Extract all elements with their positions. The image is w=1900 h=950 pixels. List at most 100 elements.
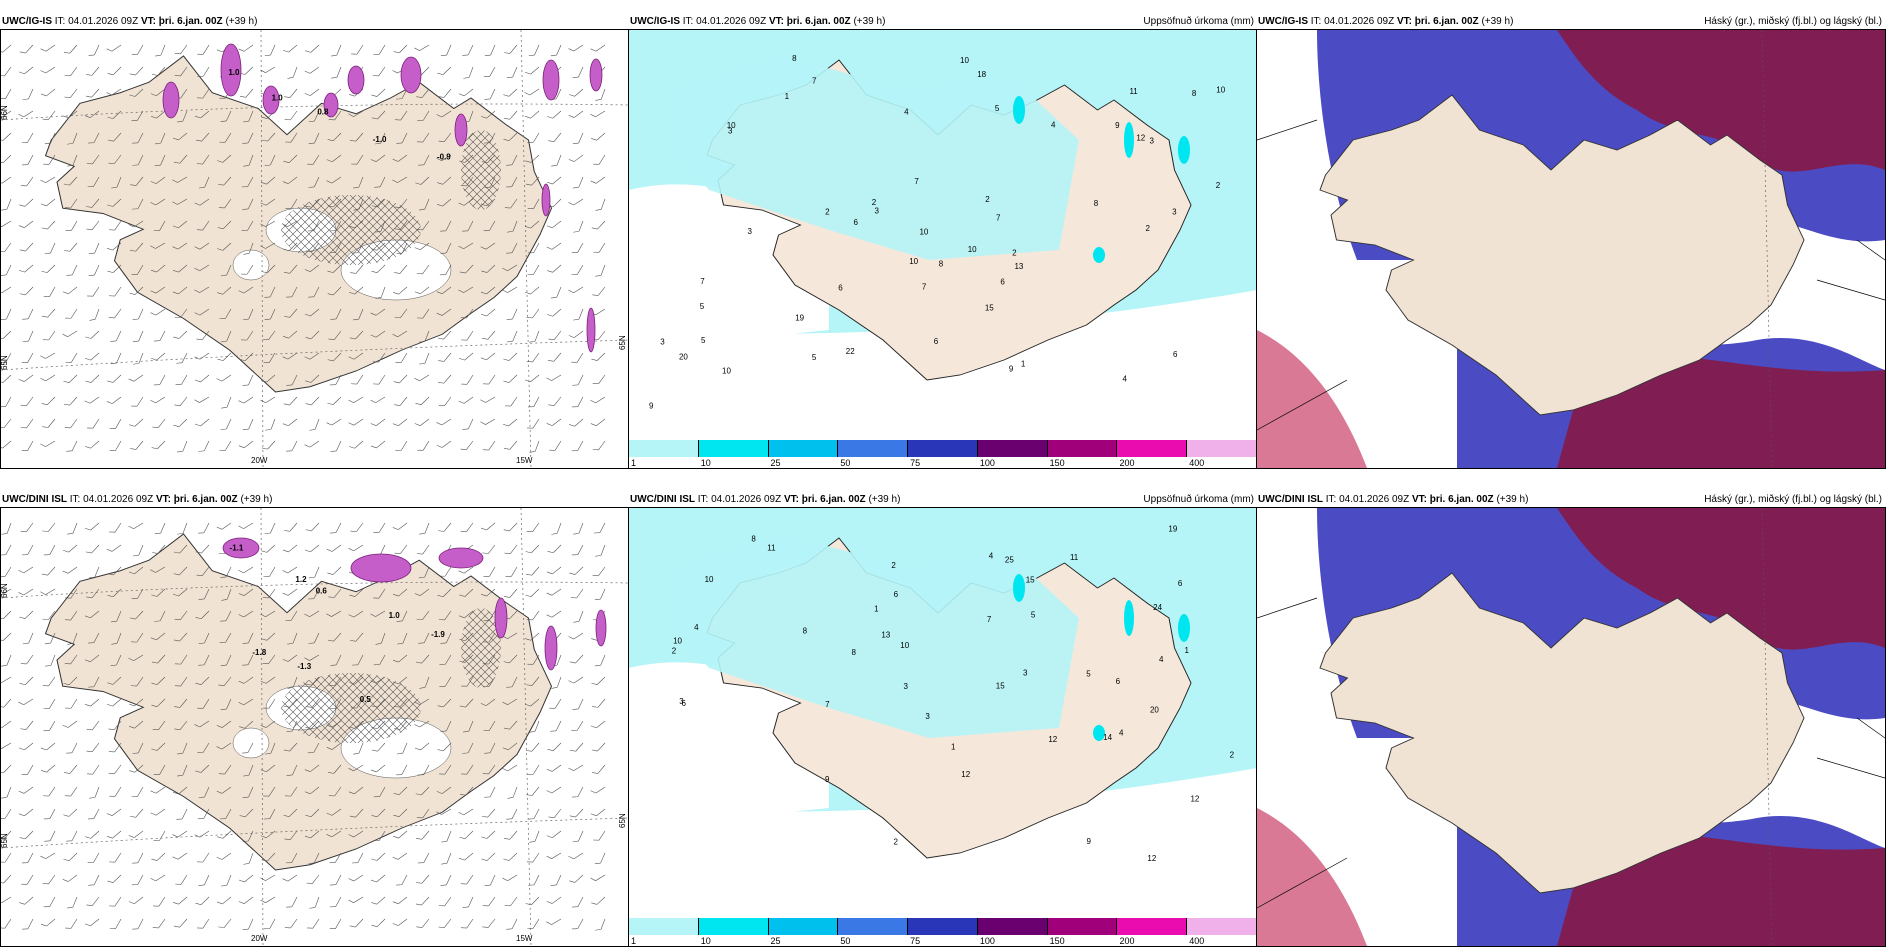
- cloud-panel-row1: UWC/IG-IS IT: 04.01.2026 09Z VT: þri. 6.…: [1256, 12, 1886, 470]
- wind-map[interactable]: 66N 65N 65N 20W 15W -1.1 1.2 0.6 1.0 -1.9 -1.8 -1.3…: [0, 507, 630, 947]
- colorbar-label: 25: [770, 458, 781, 468]
- init-time: IT: 04.01.2026 09Z: [1325, 494, 1410, 505]
- precip-blob: [220, 43, 242, 97]
- model-name: UWC/DINI ISL: [2, 494, 67, 505]
- cloud-map[interactable]: [1256, 507, 1886, 947]
- valid-prefix: VT:: [155, 494, 171, 505]
- precip-value: 11: [767, 544, 776, 553]
- precip-value: 20: [679, 353, 688, 362]
- precip-value: 19: [1168, 524, 1177, 533]
- colorbar-label: 10: [700, 458, 711, 468]
- precip-value: 2: [1216, 181, 1221, 190]
- precip-value: 9: [649, 401, 654, 410]
- wind-map[interactable]: 66N 65N 65N 20W 15W 1.0 1.0 0.8 -1.0 -0.9: [0, 29, 630, 469]
- precip-panel-row2: UWC/DINI ISL IT: 04.01.2026 09Z VT: þri.…: [628, 490, 1258, 948]
- precip-value: 12: [1147, 854, 1156, 863]
- value-label: 0.5: [360, 695, 372, 704]
- precip-value: 10: [909, 257, 918, 266]
- precip-value: 2: [1012, 249, 1017, 258]
- precip-value: 14: [1103, 733, 1112, 742]
- wind-panel-row2: UWC/DINI ISL IT: 04.01.2026 09Z VT: þri.…: [0, 490, 630, 948]
- panel-header: UWC/IG-IS IT: 04.01.2026 09Z VT: þri. 6.…: [0, 14, 630, 30]
- precip-value: 7: [914, 177, 919, 186]
- valid-prefix: VT:: [768, 16, 784, 27]
- precip-value: 1: [951, 742, 956, 751]
- precip-blob: [589, 58, 603, 92]
- precip-value: 9: [1087, 837, 1092, 846]
- longitude-line: [1761, 30, 1773, 468]
- glacier-patch: [232, 249, 270, 281]
- colorbar-swatch: [908, 918, 978, 935]
- precip-value: 10: [919, 227, 928, 236]
- colorbar-label: 400: [1189, 458, 1205, 468]
- valid-prefix: VT:: [1411, 494, 1427, 505]
- precip-value: 8: [751, 535, 756, 544]
- precip-value: 8: [803, 627, 808, 636]
- precip-value: 3: [904, 682, 909, 691]
- precip-blob: [262, 85, 280, 115]
- precip-map-svg: 1234568824191011912108641415202512111076…: [629, 508, 1257, 946]
- precip-title: Uppsöfnuð úrkoma (mm): [1143, 16, 1254, 27]
- precip-value: 3: [874, 207, 879, 216]
- precip-colorbar: 1 10 25 50 75 100 150 200 400: [629, 440, 1257, 468]
- precip-value: 5: [1031, 610, 1036, 619]
- hatched-area: [281, 195, 421, 265]
- precip-value: 6: [934, 337, 939, 346]
- colorbar-swatch: [629, 440, 699, 457]
- precip-value: 10: [968, 245, 977, 254]
- colorbar-swatch: [698, 440, 769, 457]
- colorbar-swatch: [768, 918, 839, 935]
- colorbar-swatch: [838, 440, 909, 457]
- longitude-label: 20W: [251, 456, 268, 465]
- value-label: -1.3: [297, 662, 311, 671]
- colorbar-label: 10: [700, 936, 711, 946]
- latitude-label: 66N: [1, 105, 9, 120]
- no-precip-area: [629, 662, 829, 828]
- precip-map[interactable]: 1 3 3 4 5 3 7 5 6 8 9 7 10 10 22 18 10 12 10 9 7 2 8 7 10 6 19 20 6 1…: [628, 29, 1258, 469]
- precip-area-north: [669, 533, 1079, 738]
- value-label: 1.2: [295, 575, 307, 584]
- cloud-map[interactable]: [1256, 29, 1886, 469]
- colorbar-swatch: [768, 440, 839, 457]
- precip-value: 10: [722, 366, 731, 375]
- precip-value: 8: [792, 54, 797, 63]
- precip-map[interactable]: 1 2 3 4 5 6 8 8 24 19 10 11 9 12 10 8 6 4 14 15 20 25 12 11 10 7 6…: [628, 507, 1258, 947]
- longitude-line: [260, 508, 264, 946]
- high-cloud-area: [1257, 808, 1367, 946]
- precip-value: 22: [846, 347, 855, 356]
- precip-value: 3: [1023, 669, 1028, 678]
- value-label: -1.9: [431, 630, 445, 639]
- precip-value: 5: [995, 104, 1000, 113]
- precip-value: 7: [825, 700, 830, 709]
- precip-value: 3: [748, 227, 753, 236]
- colorbar-swatch: [977, 440, 1048, 457]
- precip-blob: [438, 547, 484, 569]
- precip-value: 2: [672, 647, 677, 656]
- valid-prefix: VT:: [140, 16, 156, 27]
- precip-value: 7: [987, 615, 992, 624]
- precip-value: 8: [851, 648, 856, 657]
- iceland-landmass: [1319, 572, 1805, 894]
- precip-blob: [544, 625, 558, 671]
- value-label: 1.0: [228, 68, 240, 77]
- cloud-map-svg: [1257, 508, 1885, 946]
- precip-panel-row1: UWC/IG-IS IT: 04.01.2026 09Z VT: þri. 6.…: [628, 12, 1258, 470]
- colorbar-label: 1: [631, 936, 637, 946]
- precip-value: 1: [1021, 359, 1026, 368]
- precip-value: 6: [1116, 677, 1121, 686]
- value-label: -1.8: [252, 648, 266, 657]
- precip-10mm-blob: [1124, 600, 1134, 636]
- wind-map-svg: 66N 65N 65N 20W 15W 1.0 1.0 0.8 -1.0 -0.9: [1, 30, 629, 468]
- colorbar-swatch: [1187, 918, 1257, 935]
- precip-value: 6: [838, 283, 843, 292]
- colorbar-swatch: [1187, 440, 1257, 457]
- precip-value: 6: [1178, 579, 1183, 588]
- valid-time: þri. 6.jan. 00Z: [786, 16, 851, 27]
- precip-value: 8: [1094, 199, 1099, 208]
- init-time: IT: 04.01.2026 09Z: [54, 16, 139, 27]
- region-boundary: [1257, 119, 1885, 431]
- precip-value: 1: [785, 92, 790, 101]
- no-precip-area: [629, 184, 829, 350]
- value-label: 0.6: [316, 586, 328, 595]
